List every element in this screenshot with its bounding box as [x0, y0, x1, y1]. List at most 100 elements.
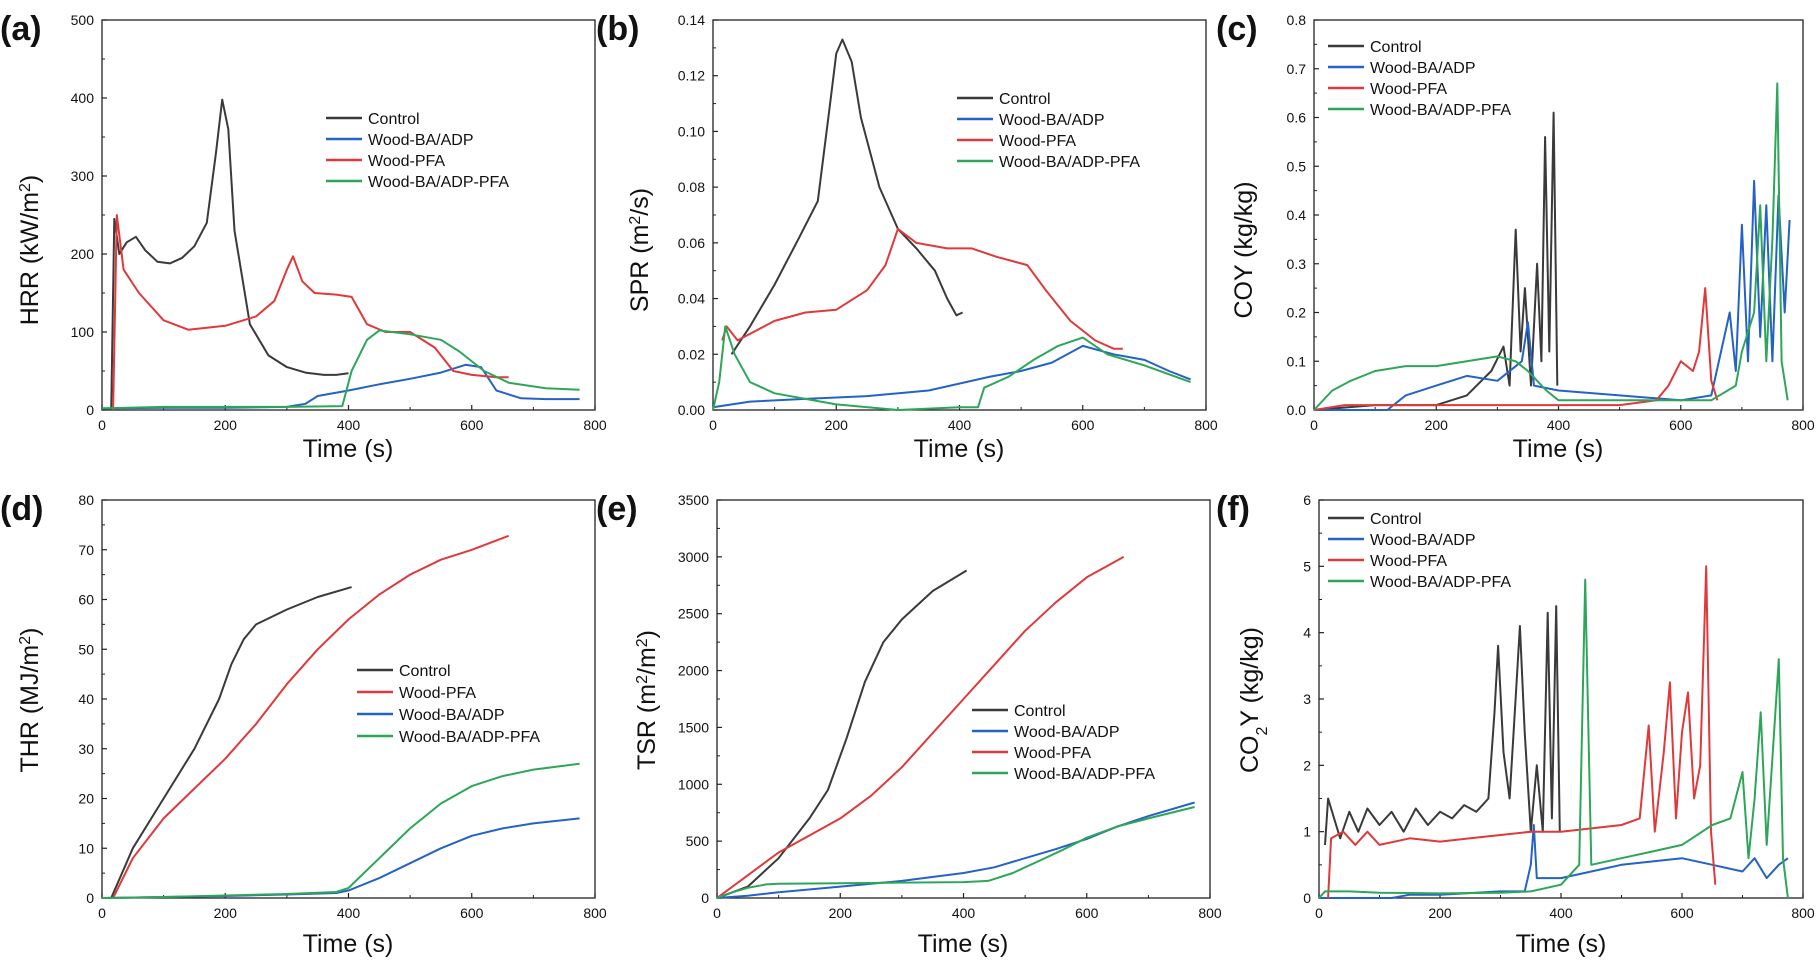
x-tick-label: 0 [1310, 417, 1318, 433]
x-tick-label: 0 [98, 905, 106, 921]
x-tick-label: 600 [460, 417, 484, 433]
y-tick-label: 80 [78, 492, 94, 508]
series-line-wood-ba-adp-pfa [712, 325, 1191, 411]
y-tick-label: 1000 [678, 776, 709, 792]
legend-label: Wood-PFA [1370, 81, 1447, 98]
y-tick-label: 0.08 [678, 179, 705, 195]
y-tick-label: 0.4 [1287, 207, 1307, 223]
y-axis-title-part: ) [16, 628, 44, 636]
y-axis-title-part: HRR (kW/m [16, 192, 44, 325]
y-axis-title: COY (kg/kg) [1230, 181, 1258, 318]
y-tick-label: 500 [71, 12, 95, 28]
y-axis-title-script: 2 [17, 183, 34, 192]
y-axis-title-part: ) [633, 630, 661, 638]
y-axis-title: THR (MJ/m2) [16, 628, 44, 773]
series-line-control [1324, 605, 1561, 845]
series-line-wood-ba-adp-pfa [101, 329, 580, 410]
x-axis-title: Time (s) [1516, 930, 1607, 958]
legend-label: Wood-BA/ADP-PFA [399, 729, 540, 746]
series-line-wood-pfa [112, 214, 509, 411]
chart-panel: (c) 0 200 400 600 800 0.0 0.1 0.2 0.3 0.4 0.5 0.6 0.7… [1216, 10, 1815, 463]
y-tick-label: 2500 [678, 606, 709, 622]
y-tick-label: 3500 [678, 492, 709, 508]
panel-label: (e) [596, 490, 638, 528]
legend-label: Wood-BA/ADP [1370, 532, 1476, 549]
legend-label: Wood-BA/ADP [1370, 60, 1476, 77]
y-tick-label: 1500 [678, 719, 709, 735]
series-line-wood-pfa [716, 556, 1125, 899]
legend-label: Control [1014, 703, 1066, 720]
y-tick-label: 5 [1303, 558, 1311, 574]
x-tick-label: 400 [337, 905, 361, 921]
series-line-wood-pfa [1327, 565, 1717, 899]
y-axis-title-script: 2 [627, 216, 644, 225]
y-tick-label: 0.2 [1287, 305, 1307, 321]
series-line-wood-ba-adp-pfa [101, 762, 580, 899]
y-axis-title-script: 2 [17, 636, 34, 645]
y-axis-title-part: ) [16, 175, 44, 183]
x-tick-label: 800 [583, 417, 607, 433]
x-tick-label: 400 [948, 417, 972, 433]
legend-label: Wood-BA/ADP-PFA [1014, 766, 1155, 783]
x-tick-label: 0 [98, 417, 106, 433]
y-tick-label: 0.7 [1287, 61, 1307, 77]
x-tick-label: 200 [214, 905, 238, 921]
series-line-wood-ba-adp [101, 817, 580, 899]
y-tick-label: 0.0 [1287, 402, 1307, 418]
y-axis-title-script: 2 [634, 675, 651, 684]
y-axis-title-part: COY (kg/kg) [1230, 181, 1258, 318]
y-tick-label: 0 [1303, 890, 1311, 906]
plot-frame [101, 19, 596, 411]
y-axis-title-script: 2 [634, 638, 651, 647]
legend-label: Wood-PFA [999, 133, 1076, 150]
x-tick-label: 800 [1194, 417, 1218, 433]
y-axis-title-script: 2 [1254, 726, 1271, 735]
plot-frame [712, 19, 1207, 411]
x-tick-label: 200 [1428, 905, 1452, 921]
y-axis-title-part: Y (kg/kg) [1236, 627, 1264, 727]
x-tick-label: 200 [214, 417, 238, 433]
y-tick-label: 3000 [678, 549, 709, 565]
chart-panel: (a) 0 200 400 600 800 0 100 200 300 400 500 Time (s)… [0, 10, 607, 463]
legend-label: Wood-BA/ADP [368, 132, 474, 149]
x-tick-label: 800 [583, 905, 607, 921]
y-axis-title: TSR (m2/m2) [633, 630, 661, 770]
x-tick-label: 200 [1425, 417, 1449, 433]
legend-label: Wood-BA/ADP-PFA [999, 154, 1140, 171]
legend: Control Wood-BA/ADP Wood-PFA Wood-BA/ADP-PF… [1328, 511, 1511, 591]
chart-panel: (d) 0 200 400 600 800 0 10 20 30 40 50 60 70 80 Time (s… [0, 490, 607, 958]
y-tick-label: 0.06 [678, 235, 705, 251]
y-tick-label: 300 [71, 168, 95, 184]
chart-panel: (e) 0 200 400 600 800 0 500 1000 1500 2000 2500 3000… [596, 490, 1222, 958]
y-tick-label: 60 [78, 592, 94, 608]
y-tick-label: 500 [686, 833, 710, 849]
y-tick-label: 0.00 [678, 402, 705, 418]
series-line-wood-pfa [721, 227, 1123, 350]
series-line-control [110, 586, 352, 899]
x-tick-label: 400 [952, 905, 976, 921]
x-tick-label: 0 [1315, 905, 1323, 921]
x-tick-label: 0 [709, 417, 717, 433]
x-tick-label: 600 [1075, 905, 1099, 921]
series-line-wood-ba-adp-pfa [1313, 82, 1789, 411]
panel-label: (c) [1216, 10, 1258, 48]
x-tick-label: 200 [829, 905, 853, 921]
plot-frame [1313, 19, 1804, 411]
x-axis-title: Time (s) [1513, 435, 1604, 463]
legend-label: Wood-BA/ADP-PFA [368, 174, 509, 191]
legend: Control Wood-BA/ADP Wood-PFA Wood-BA/ADP-PF… [957, 91, 1140, 171]
x-tick-label: 800 [1791, 417, 1815, 433]
y-axis-title-part: SPR (m [626, 225, 654, 313]
legend-label: Control [1370, 511, 1422, 528]
legend-label: Wood-BA/ADP [399, 707, 505, 724]
series-line-wood-pfa [112, 534, 510, 899]
panel-label: (a) [0, 10, 42, 48]
x-tick-label: 200 [825, 417, 849, 433]
y-tick-label: 4 [1303, 625, 1311, 641]
x-tick-label: 800 [1791, 905, 1815, 921]
y-tick-label: 40 [78, 691, 94, 707]
y-tick-label: 30 [78, 741, 94, 757]
legend-label: Wood-PFA [1370, 553, 1447, 570]
x-tick-label: 600 [460, 905, 484, 921]
